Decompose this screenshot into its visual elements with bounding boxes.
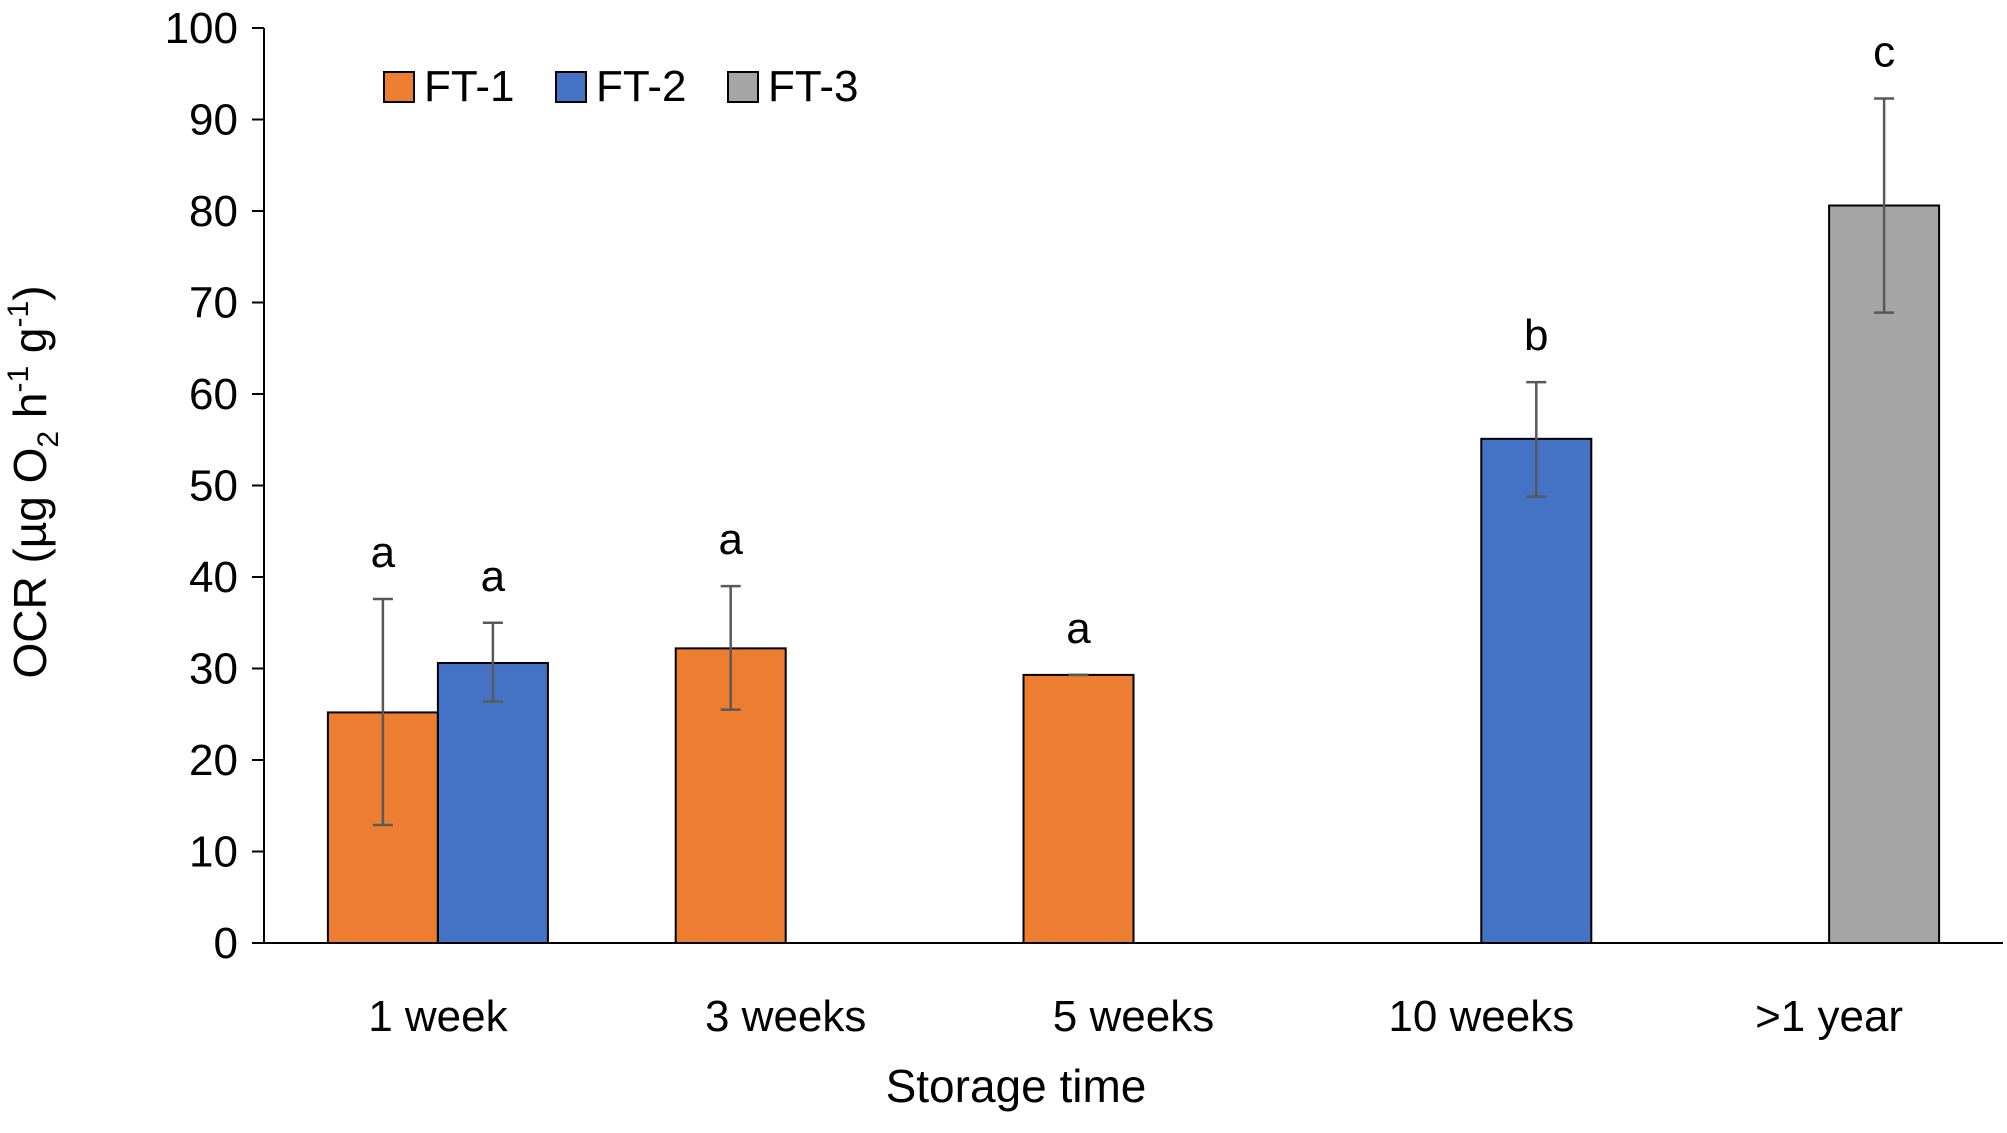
x-tick-label: 10 weeks: [1388, 992, 1574, 1041]
legend-label-ft-3: FT-3: [768, 62, 858, 111]
bar-ft-3-5: [1828, 204, 1941, 944]
axes: [263, 28, 2003, 944]
y-tick-label: 90: [189, 96, 238, 145]
y-tick-label: 50: [189, 462, 238, 511]
x-tick-label: >1 year: [1755, 992, 1903, 1041]
significance-label: a: [371, 528, 396, 577]
y-tick-label: 70: [189, 279, 238, 328]
y-tick-label: 100: [165, 4, 238, 53]
legend-swatch-ft-2: [555, 71, 587, 103]
y-axis-title: OCR (µg O2 h-1 g-1): [2, 285, 65, 678]
y-axis-title-prefix: OCR (µg O: [4, 448, 56, 679]
y-tick-label: 30: [189, 645, 238, 694]
x-axis: 1 week 3 weeks 5 weeks 10 weeks >1 year: [368, 992, 1903, 1041]
y-axis: 0 10 20 30 40 50 60 70 80 90 100: [165, 4, 264, 968]
bar-ft-1-3: [1022, 673, 1135, 945]
legend-label-ft-2: FT-2: [596, 62, 686, 111]
y-tick-label: 20: [189, 736, 238, 785]
bars: [326, 204, 1941, 945]
y-tick-label: 10: [189, 828, 238, 877]
x-axis-title: Storage time: [886, 1060, 1147, 1112]
significance-label: a: [481, 552, 506, 601]
significance-label: a: [1066, 604, 1091, 653]
y-tick-label: 0: [214, 919, 238, 968]
x-tick-label: 5 weeks: [1053, 992, 1214, 1041]
significance-label: a: [718, 515, 743, 564]
y-axis-title-sup1: -1: [2, 366, 35, 393]
x-tick-label: 1 week: [368, 992, 508, 1041]
y-axis-title-mid1: h: [4, 393, 56, 431]
legend-swatch-ft-1: [383, 71, 415, 103]
error-bars: [372, 97, 1895, 827]
significance-labels: a a a a b c: [371, 27, 1895, 652]
y-axis-title-sup2: -1: [2, 301, 35, 328]
bar-ft-2-4: [1480, 437, 1593, 944]
bar-ft-2-1: [436, 662, 549, 944]
y-axis-title-mid2: g: [4, 327, 56, 365]
significance-label: b: [1524, 311, 1548, 360]
y-tick-label: 60: [189, 370, 238, 419]
x-tick-label: 3 weeks: [705, 992, 866, 1041]
y-axis-title-sub: 2: [32, 431, 65, 448]
y-tick-label: 80: [189, 187, 238, 236]
legend-label-ft-1: FT-1: [424, 62, 514, 111]
legend-swatch-ft-3: [727, 71, 759, 103]
y-axis-title-suffix: ): [4, 285, 56, 300]
legend: FT-1 FT-2 FT-3: [383, 62, 858, 111]
significance-label: c: [1873, 27, 1895, 76]
y-tick-label: 40: [189, 553, 238, 602]
